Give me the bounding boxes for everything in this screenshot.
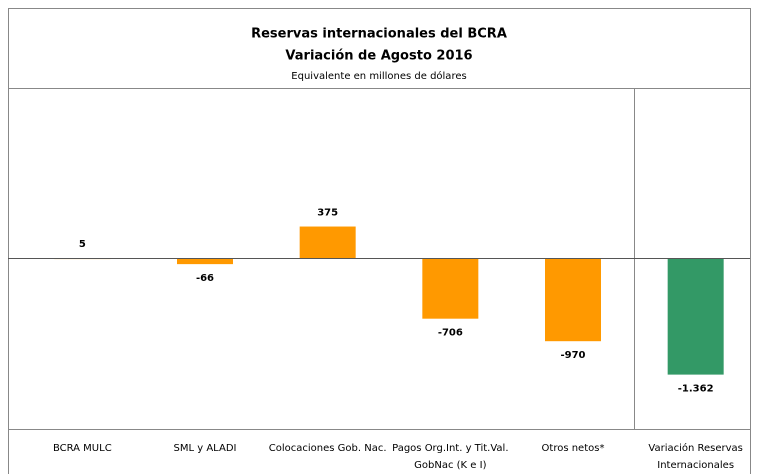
x-tick-label: Otros netos* [541,443,605,454]
x-tick-label: SML y ALADI [173,443,237,454]
data-label: -1.362 [678,384,714,395]
data-label: -706 [438,328,463,339]
bar [545,258,601,342]
bar [422,258,479,319]
data-label: 375 [317,208,338,219]
x-tick-label: Colocaciones Gob. Nac. [268,443,387,454]
data-label: -66 [196,273,214,284]
x-tick-label: BCRA MULC [52,443,112,454]
bar [667,258,724,375]
chart-subtitle: Variación de Agosto 2016 [285,49,472,64]
chart-title: Reservas internacionales del BCRA [251,27,507,42]
bar [299,226,356,259]
data-label: 5 [79,239,86,250]
data-label: -970 [560,350,585,361]
axis-label: Equivalente en millones de dólares [291,70,466,82]
bar [177,258,233,265]
chart-border [8,8,751,474]
x-tick-label: Pagos Org.Int. y Tit.Val. GobNac (K e I) [392,443,509,471]
x-tick-label: Variación Reservas Internacionales [648,443,743,471]
